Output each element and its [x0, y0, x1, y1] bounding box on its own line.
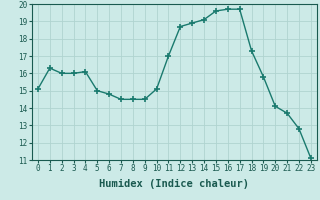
- X-axis label: Humidex (Indice chaleur): Humidex (Indice chaleur): [100, 179, 249, 189]
